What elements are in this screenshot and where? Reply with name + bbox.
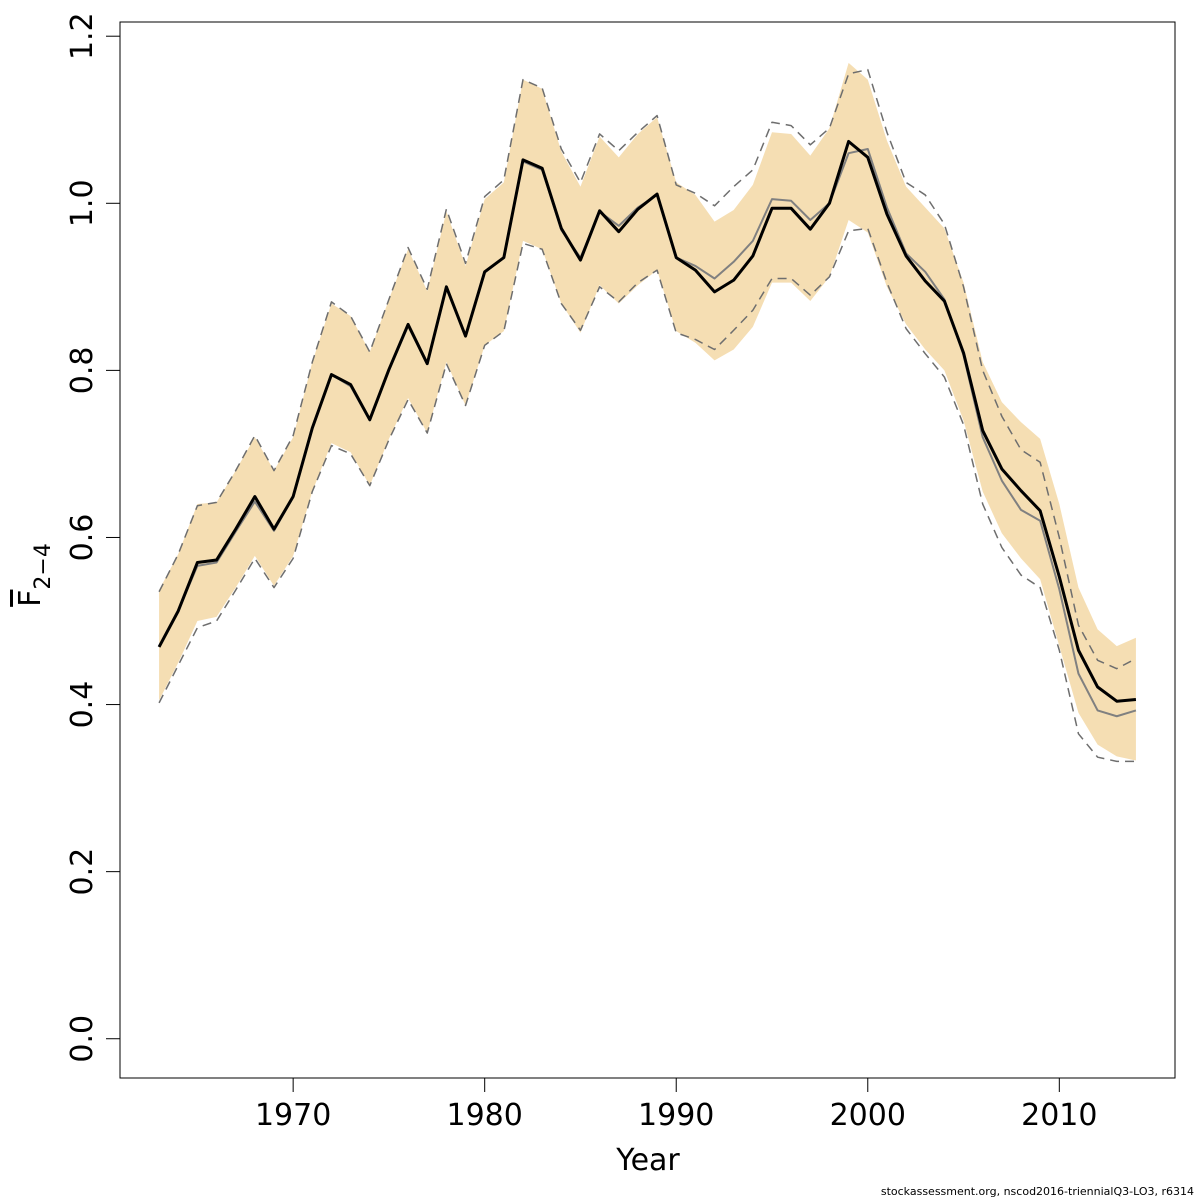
confidence-band <box>159 62 1136 761</box>
footnote: stockassessment.org, nscod2016-triennial… <box>881 1185 1194 1198</box>
y-axis-title-sub: 2−4 <box>31 543 56 589</box>
x-tick-label: 1970 <box>255 1098 331 1133</box>
y-axis-title: F2−4 <box>13 543 56 607</box>
x-tick-label: 1990 <box>638 1098 714 1133</box>
x-tick-label: 2010 <box>1021 1098 1097 1133</box>
y-tick-label: 0.6 <box>65 514 100 562</box>
x-tick-label: 1980 <box>447 1098 523 1133</box>
interval-line <box>158 227 1136 763</box>
x-axis-title: Year <box>615 1143 680 1178</box>
y-tick-label: 0.8 <box>65 347 100 395</box>
series-line <box>157 139 1137 703</box>
x-tick-label: 2000 <box>830 1098 906 1133</box>
y-axis-title-main: F <box>13 590 48 607</box>
y-tick-label: 1.2 <box>65 12 100 60</box>
y-tick-label: 0.0 <box>65 1015 100 1063</box>
interval-line <box>158 68 1137 670</box>
y-tick-label: 0.2 <box>65 848 100 896</box>
y-tick-label: 1.0 <box>65 179 100 227</box>
plot-area <box>157 62 1137 763</box>
y-tick-label: 0.4 <box>65 681 100 729</box>
